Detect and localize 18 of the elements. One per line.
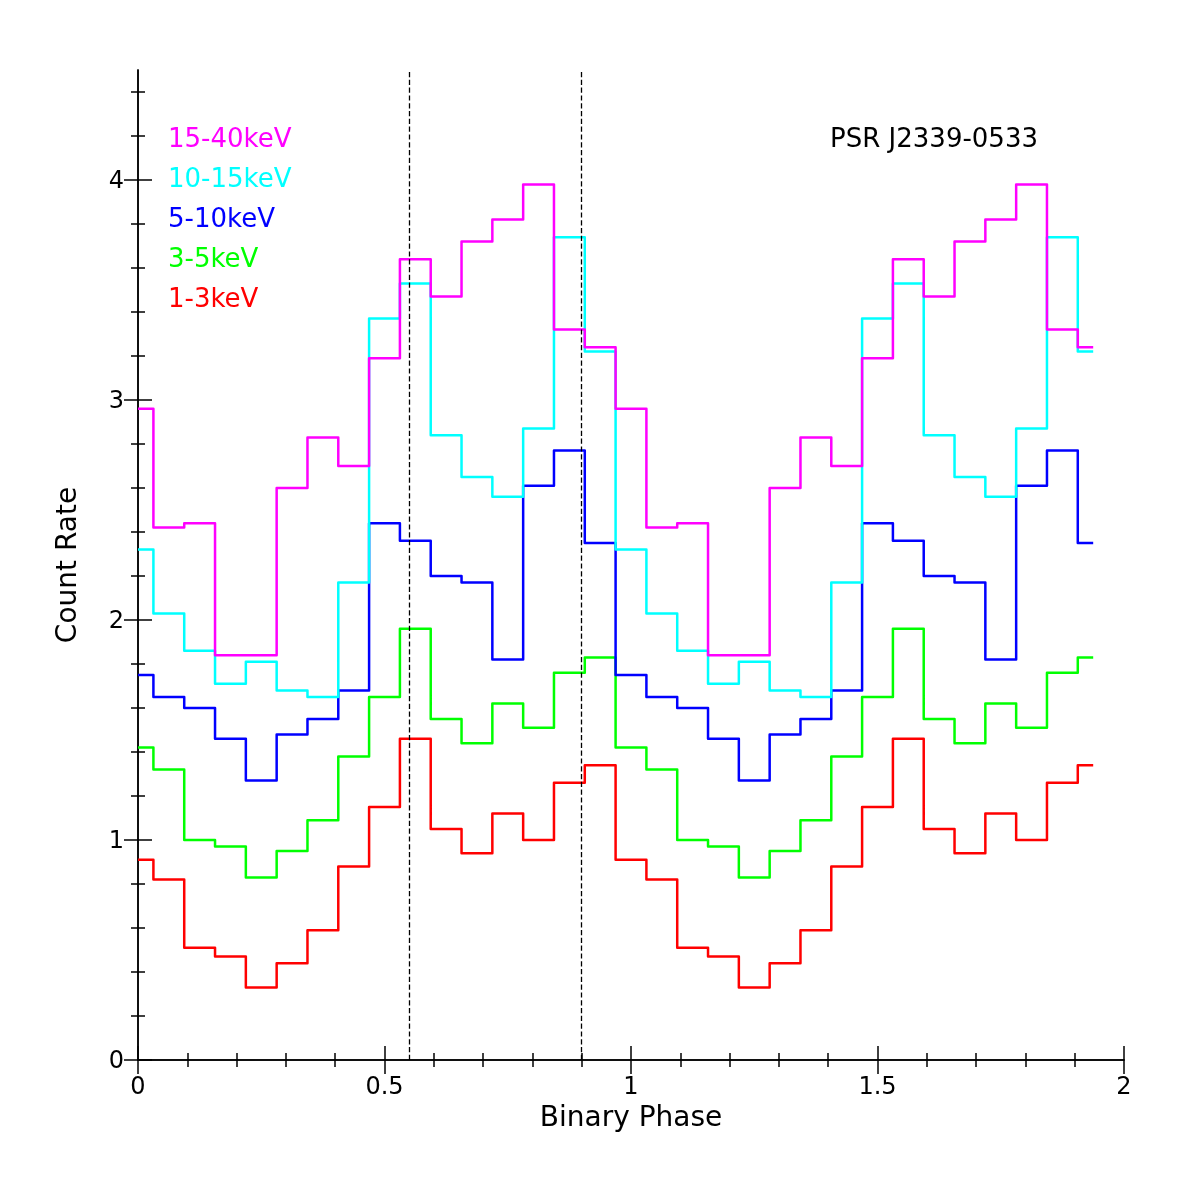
y-tick-label: 1	[108, 826, 124, 854]
annotation: PSR J2339-0533	[830, 123, 1039, 153]
x-tick-label: 0	[130, 1072, 146, 1100]
text: 3-5keV	[168, 243, 259, 273]
y-tick-label: 2	[108, 606, 124, 634]
x-tick-label: 2	[1116, 1072, 1132, 1100]
y-tick-label: 0	[108, 1046, 124, 1074]
x-tick-label: 1	[623, 1072, 639, 1100]
y-tick-label: 3	[108, 386, 124, 414]
text: 15-40keV	[168, 123, 292, 153]
x-axis-title: Binary Phase	[539, 1100, 723, 1134]
text: 1-3keV	[168, 283, 259, 313]
y-axis-title: Count Rate	[49, 486, 83, 644]
text: 10-15keV	[168, 163, 292, 193]
x-tick-label: 1.5	[858, 1072, 897, 1100]
y-tick-label: 4	[108, 166, 124, 194]
text: 5-10keV	[168, 203, 276, 233]
x-tick-label: 0.5	[365, 1072, 404, 1100]
